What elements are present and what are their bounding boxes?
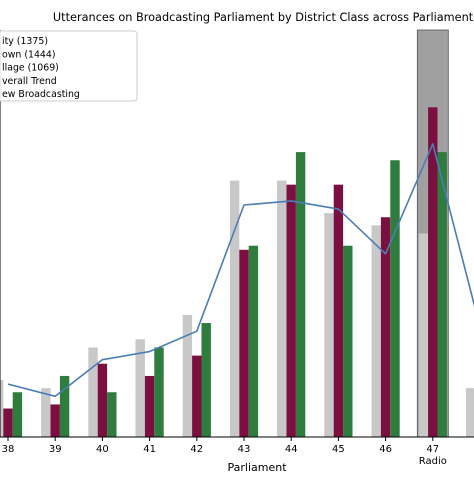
bar-village-42 bbox=[202, 323, 211, 437]
bar-village-41 bbox=[154, 347, 163, 437]
bar-town-42 bbox=[192, 356, 201, 437]
bar-village-43 bbox=[249, 246, 258, 437]
legend-entry-village: llage (1069) bbox=[2, 63, 59, 74]
bar-town-39 bbox=[51, 404, 60, 437]
legend-entry-city: ity (1375) bbox=[2, 36, 48, 47]
bar-village-45 bbox=[343, 246, 352, 437]
x-tick-label-45: 45 bbox=[332, 444, 345, 455]
x-axis-label: Parliament bbox=[227, 461, 287, 474]
bar-town-43 bbox=[239, 250, 248, 437]
legend: ity (1375) own (1444) llage (1069) verall T… bbox=[0, 31, 137, 101]
legend-entry-trend: verall Trend bbox=[2, 76, 57, 87]
legend-entry-broadcasting: ew Broadcasting bbox=[2, 89, 80, 100]
bar-town-41 bbox=[145, 376, 154, 437]
bar-village-40 bbox=[107, 392, 116, 437]
x-tick-label-47: 47 bbox=[426, 444, 439, 455]
bar-city-48 bbox=[466, 388, 474, 437]
band-label-radio: Radio bbox=[419, 456, 447, 467]
x-tick-label-40: 40 bbox=[96, 444, 109, 455]
bar-town-40 bbox=[98, 364, 107, 437]
x-tick-label-46: 46 bbox=[379, 444, 392, 455]
x-tick-label-44: 44 bbox=[285, 444, 298, 455]
legend-entry-town: own (1444) bbox=[2, 49, 56, 60]
bar-city-46 bbox=[372, 225, 381, 437]
bar-village-46 bbox=[390, 160, 399, 437]
x-tick-label-39: 39 bbox=[49, 444, 62, 455]
x-tick-label-38: 38 bbox=[2, 444, 15, 455]
bar-city-45 bbox=[324, 213, 333, 437]
bar-village-39 bbox=[60, 376, 69, 437]
bar-city-43 bbox=[230, 181, 239, 437]
bar-town-44 bbox=[287, 185, 296, 437]
x-tick-label-43: 43 bbox=[238, 444, 251, 455]
bar-city-44 bbox=[277, 181, 286, 437]
bar-village-44 bbox=[296, 152, 305, 437]
chart-title: Utterances on Broadcasting Parliament by… bbox=[53, 11, 474, 24]
bar-village-38 bbox=[13, 392, 22, 437]
bar-town-38 bbox=[3, 409, 12, 437]
bar-town-45 bbox=[334, 185, 343, 437]
bar-city-47 bbox=[419, 234, 428, 438]
x-tick-label-42: 42 bbox=[190, 444, 203, 455]
x-tick-label-41: 41 bbox=[143, 444, 156, 455]
bar-city-40 bbox=[88, 347, 97, 437]
